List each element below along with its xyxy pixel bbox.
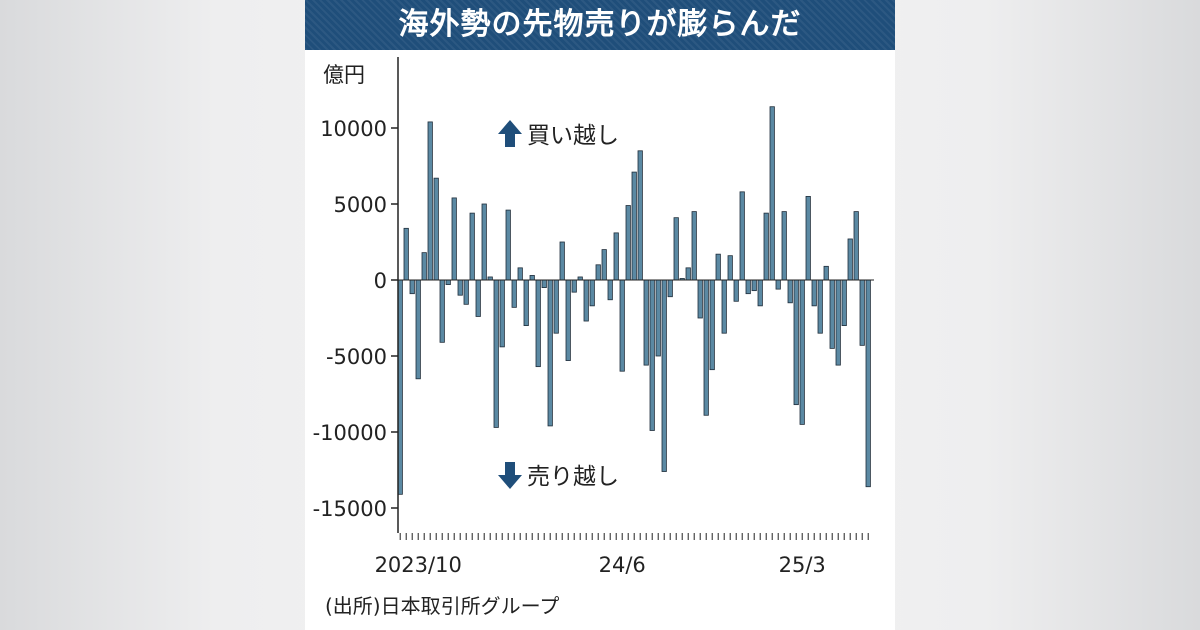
source-note: (出所)日本取引所グループ [325,594,560,618]
bar [439,279,445,343]
bar [697,279,703,319]
y-tick-label: -15000 [313,497,387,521]
bar [409,279,415,295]
x-axis-labels: 2023/10 24/6 25/3 [375,553,826,577]
bar [739,191,745,281]
bar [565,279,571,361]
y-tick-label: 10000 [320,117,387,141]
x-tick-label: 24/6 [599,553,646,577]
bar [433,177,439,281]
chart-panel: 海外勢の先物売りが膨らんだ 億円 10000 5000 0 -5000 -10000 -1… [305,0,895,630]
buy-annotation: 買い越し [498,120,619,149]
bar [493,279,499,428]
bar [529,275,535,281]
bar [829,279,835,349]
bar [721,279,727,334]
bar [763,212,769,281]
bar [463,279,469,305]
bar [799,279,805,425]
y-tick-label: 0 [374,269,387,293]
bar [859,279,865,346]
bar [547,279,553,427]
up-arrow-icon [498,120,522,147]
bar [715,253,721,281]
bar [457,279,463,296]
bar [553,279,559,334]
bar [847,238,853,281]
bar [571,279,577,293]
bar [685,267,691,281]
bar [793,279,799,406]
bar [505,209,511,281]
bar [751,279,757,292]
y-tick-label: -5000 [326,345,387,369]
bar [637,150,643,281]
y-unit-label: 億円 [323,63,365,87]
bar [817,279,823,334]
sell-annotation-text: 売り越し [527,464,619,490]
bar [835,279,841,366]
bar [745,279,751,295]
bar [811,279,817,307]
bar [607,279,613,301]
bar [661,279,667,472]
bar [667,279,673,298]
bar [643,279,649,366]
bar [757,279,763,307]
bar [421,252,427,281]
bar [511,279,517,308]
x-tick-label: 25/3 [779,553,826,577]
bar [451,197,457,281]
chart-title: 海外勢の先物売りが膨らんだ [305,0,895,50]
bar [619,279,625,372]
bar [655,279,661,357]
bar [853,211,859,281]
bar [865,279,871,488]
bar [427,121,433,281]
y-axis-ticks: 10000 5000 0 -5000 -10000 -15000 [313,117,398,521]
bar [499,279,505,348]
bar-chart: 億円 10000 5000 0 -5000 -10000 -15000 2023/10 24… [313,57,874,577]
bar [469,212,475,281]
bar [631,171,637,281]
bar [613,232,619,281]
bar [727,255,733,281]
bar [481,203,487,281]
bar [649,279,655,431]
bar [709,279,715,371]
bar [733,279,739,302]
bar [517,267,523,281]
bar [559,241,565,281]
y-tick-label: -10000 [313,421,387,445]
bar [673,217,679,281]
bar [535,279,541,368]
buy-annotation-text: 買い越し [527,123,619,149]
bar [415,279,421,380]
bar [541,279,547,288]
bar [787,279,793,304]
y-tick-label: 5000 [334,193,387,217]
bar [703,279,709,416]
bar [691,211,697,281]
bar [403,227,409,281]
x-tick-label: 2023/10 [375,553,462,577]
bar [769,106,775,281]
sell-annotation: 売り越し [498,462,619,490]
bars-group [397,106,871,495]
down-arrow-icon [498,462,522,489]
bar [445,279,451,285]
bar [625,205,631,281]
bar [781,211,787,281]
bar [583,279,589,322]
bar [595,264,601,281]
bar [775,279,781,290]
bar [475,279,481,317]
bar [823,265,829,281]
x-axis-ticks [399,533,869,540]
bar [841,279,847,326]
bar [601,249,607,281]
bar [523,279,529,326]
bar [589,279,595,307]
bar [805,195,811,281]
